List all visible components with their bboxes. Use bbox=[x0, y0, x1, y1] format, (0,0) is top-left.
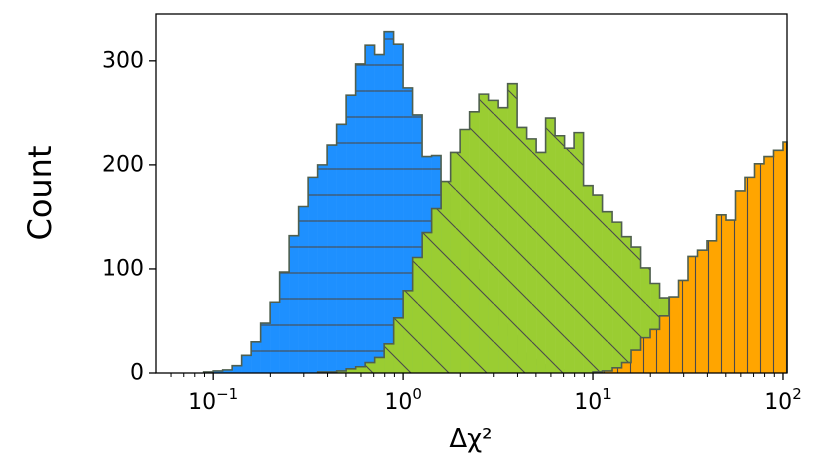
histogram-bar bbox=[422, 232, 432, 373]
histogram-bar bbox=[754, 163, 765, 373]
histogram-bar bbox=[365, 362, 375, 373]
histogram-bar bbox=[517, 127, 527, 373]
histogram-bar bbox=[659, 315, 670, 373]
histogram-bar bbox=[773, 150, 784, 373]
x-axis-label: Δχ² bbox=[449, 424, 492, 454]
histogram-bar bbox=[298, 206, 309, 373]
histogram-bar bbox=[327, 145, 337, 373]
histogram-bar bbox=[564, 148, 575, 373]
histogram-bar bbox=[365, 45, 375, 373]
histogram-bar bbox=[336, 370, 347, 373]
x-tick-label: 10−1 bbox=[188, 385, 238, 415]
histogram-bar bbox=[612, 367, 622, 373]
y-tick-label: 100 bbox=[102, 256, 144, 281]
histogram-bar bbox=[393, 317, 404, 373]
histogram-bar bbox=[346, 368, 356, 373]
histogram-bar bbox=[384, 31, 394, 373]
axis-layer: 0 100 200 300 10−1 100 101 102 bbox=[102, 48, 802, 415]
series-2 bbox=[592, 141, 788, 373]
histogram-bar bbox=[374, 54, 385, 373]
histogram-bar bbox=[555, 135, 565, 373]
histogram-bar bbox=[526, 138, 537, 373]
histogram-bar bbox=[669, 297, 679, 373]
histogram-bar bbox=[763, 156, 774, 373]
histogram-bar bbox=[574, 132, 584, 373]
series-outline bbox=[592, 141, 788, 373]
histogram-bar bbox=[412, 257, 423, 373]
histogram-bar bbox=[346, 95, 356, 374]
histogram-bar bbox=[251, 341, 261, 373]
histogram-bar bbox=[631, 350, 641, 373]
histogram-bar bbox=[355, 63, 366, 373]
histogram-bar bbox=[479, 94, 489, 374]
plot-frame bbox=[155, 13, 788, 374]
histogram-bar bbox=[602, 370, 613, 373]
histogram-bar bbox=[744, 177, 755, 373]
histogram-bar bbox=[374, 357, 385, 373]
histogram-bar bbox=[289, 235, 299, 373]
histogram-bar bbox=[640, 337, 651, 373]
histogram-bar bbox=[441, 181, 451, 373]
histogram-bar bbox=[621, 236, 632, 373]
histogram-bar bbox=[222, 369, 233, 373]
y-axis-label: Count bbox=[21, 145, 59, 240]
histogram-bar bbox=[782, 141, 788, 373]
histogram-bar bbox=[355, 366, 366, 373]
x-tick-label: 101 bbox=[574, 385, 612, 415]
histogram-bar bbox=[583, 185, 594, 373]
histogram-bar bbox=[536, 152, 546, 373]
histogram-bar bbox=[545, 118, 556, 373]
histogram-bar bbox=[403, 290, 413, 373]
histogram-bar bbox=[678, 280, 689, 373]
histogram-bar bbox=[488, 100, 499, 374]
histogram-bar bbox=[640, 267, 651, 373]
histogram-bar bbox=[498, 107, 508, 374]
histogram-bar bbox=[431, 208, 442, 373]
histogram-bar bbox=[384, 343, 394, 373]
histogram-bar bbox=[308, 177, 318, 373]
histogram-bar bbox=[279, 272, 290, 373]
histogram-bar bbox=[412, 114, 423, 373]
histogram-bar bbox=[403, 87, 413, 373]
histogram-bar bbox=[688, 256, 698, 373]
histogram-bar bbox=[621, 362, 632, 373]
series-layer bbox=[202, 30, 788, 374]
y-tick-label: 200 bbox=[102, 152, 144, 177]
histogram-bar bbox=[612, 222, 622, 373]
histogram-bar bbox=[317, 164, 328, 373]
histogram-bar bbox=[460, 129, 470, 373]
histogram-bar bbox=[241, 355, 252, 373]
histogram-bar bbox=[213, 370, 223, 373]
x-tick-label: 102 bbox=[764, 385, 802, 415]
histogram-bar bbox=[232, 365, 242, 373]
series-1 bbox=[316, 82, 737, 374]
histogram-bar bbox=[707, 240, 717, 373]
histogram-bar bbox=[469, 111, 480, 373]
histogram-bar bbox=[260, 323, 271, 373]
histogram-bar bbox=[450, 152, 461, 373]
histogram-bar bbox=[650, 329, 660, 373]
y-tick-label: 300 bbox=[102, 48, 144, 73]
x-tick-label: 100 bbox=[384, 385, 422, 415]
histogram-bar bbox=[336, 124, 347, 373]
histogram-bar bbox=[650, 283, 660, 373]
histogram-bar bbox=[593, 195, 603, 373]
histogram-bar bbox=[270, 302, 280, 373]
histogram-bar bbox=[602, 211, 613, 373]
y-tick-label: 0 bbox=[130, 361, 144, 386]
histogram-bar bbox=[393, 44, 404, 374]
histogram-bar bbox=[631, 247, 641, 373]
histogram-bar bbox=[507, 83, 518, 373]
histogram-bar bbox=[726, 220, 736, 373]
histogram-bar bbox=[735, 190, 746, 373]
histogram-bar bbox=[716, 214, 727, 373]
histogram-bar bbox=[697, 250, 708, 373]
